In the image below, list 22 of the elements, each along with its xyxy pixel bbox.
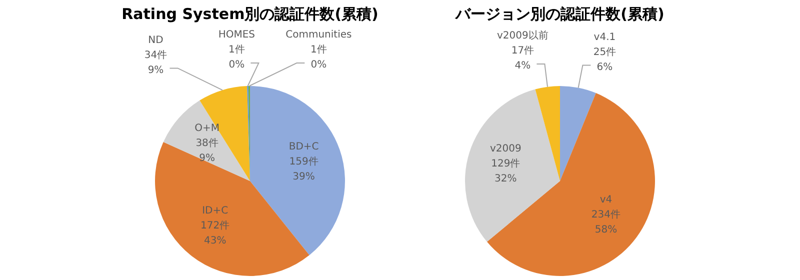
slice-label: v4.1 xyxy=(594,32,616,43)
slice-label: BD+C xyxy=(288,142,319,153)
data-label: 1件 0% xyxy=(310,44,327,71)
chart-title: バージョン別の認証件数(累積) xyxy=(454,4,664,23)
data-label: 25件 6% xyxy=(593,46,616,73)
data-label: 234件 58% xyxy=(591,209,621,236)
data-label: 38件 9% xyxy=(196,138,218,164)
slice-label: v2009 xyxy=(490,143,522,154)
slice-label: ID+C xyxy=(202,206,228,217)
data-label: 159件 39% xyxy=(289,156,318,183)
slice-label: ND xyxy=(148,34,164,46)
data-label: 172件 43% xyxy=(200,220,230,247)
data-label: 1件 0% xyxy=(228,44,245,71)
data-label: 17件 4% xyxy=(511,46,534,72)
data-label: 129件 32% xyxy=(491,158,520,184)
slice-label: O+M xyxy=(194,123,220,134)
slice-label: HOMES xyxy=(218,30,256,41)
data-label: 34件 9% xyxy=(144,50,168,76)
slice-label: v2009以前 xyxy=(497,30,548,42)
slice-label: v4 xyxy=(600,194,612,206)
slice-label: Communities xyxy=(286,30,352,41)
chart-title: Rating System別の認証件数(累積) xyxy=(122,4,378,23)
